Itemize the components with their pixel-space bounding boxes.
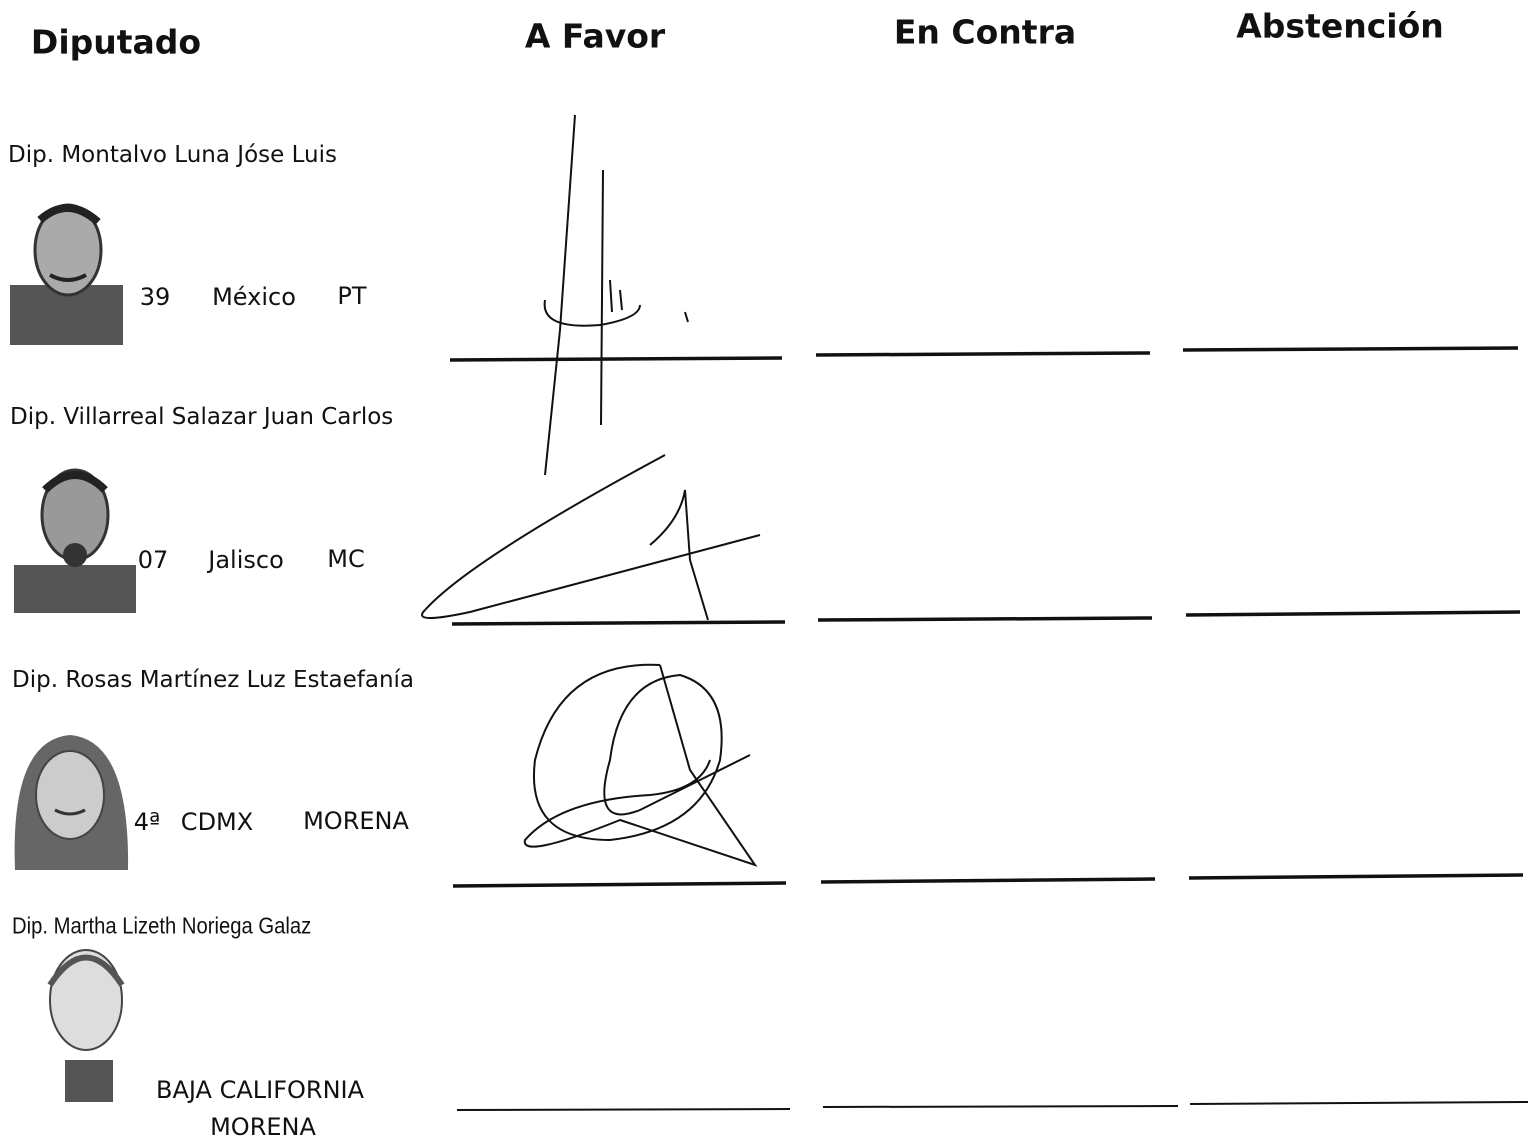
- line: [451, 620, 786, 626]
- district: 4ª: [133, 808, 161, 836]
- deputy-name: Dip. Martha Lizeth Noriega Galaz: [12, 912, 312, 939]
- line: [820, 877, 1156, 884]
- line: [822, 1105, 1179, 1108]
- line: [1182, 346, 1519, 352]
- state: México: [212, 283, 296, 311]
- line: [815, 351, 1151, 357]
- party: MORENA: [303, 807, 409, 835]
- column-header: En Contra: [893, 12, 1077, 52]
- portrait: [14, 468, 136, 613]
- signature: [523, 663, 758, 867]
- district: 07: [137, 546, 169, 574]
- state: BAJA CALIFORNIA: [155, 1076, 365, 1104]
- party: PT: [337, 282, 367, 310]
- state: CDMX: [180, 808, 254, 836]
- district: 39: [139, 283, 171, 311]
- portrait: [10, 203, 123, 345]
- line: [456, 1108, 791, 1111]
- line: [1188, 873, 1524, 880]
- signature: [421, 454, 761, 621]
- column-header: A Favor: [524, 16, 666, 56]
- signatures: [421, 114, 761, 867]
- portrait: [14, 735, 129, 870]
- line: [452, 881, 787, 888]
- portraits: [10, 203, 136, 1102]
- signature-lines: [449, 346, 1529, 1111]
- deputy-name: Dip. Rosas Martínez Luz Estaefanía: [12, 667, 415, 693]
- line: [1185, 610, 1521, 617]
- deputy-name: Dip. Villarreal Salazar Juan Carlos: [10, 404, 394, 430]
- line: [1189, 1101, 1529, 1105]
- portrait: [47, 949, 125, 1102]
- state: Jalisco: [208, 546, 284, 574]
- party: MORENA: [210, 1113, 316, 1140]
- line: [449, 356, 783, 362]
- deputy-name: Dip. Montalvo Luna Jóse Luis: [8, 142, 337, 168]
- signature: [543, 114, 689, 476]
- party: MC: [327, 545, 365, 573]
- column-header: Abstención: [1236, 6, 1444, 46]
- column-header: Diputado: [30, 22, 202, 62]
- line: [817, 616, 1153, 622]
